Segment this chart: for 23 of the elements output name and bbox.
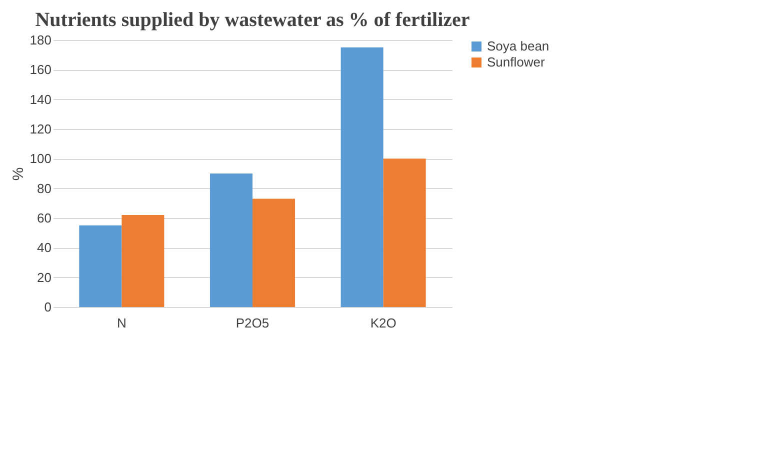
y-tick-label: 40 — [37, 240, 52, 256]
y-tick-label: 80 — [37, 180, 52, 196]
y-tick-label: 20 — [37, 270, 52, 285]
bar — [79, 225, 122, 307]
y-tick-label: 180 — [30, 32, 52, 48]
bar — [340, 47, 384, 307]
x-tick-label: N — [116, 316, 126, 330]
y-axis-title: % — [10, 167, 27, 181]
bar — [383, 158, 426, 307]
x-tick-label: P2O5 — [236, 316, 270, 330]
x-tick-label: K2O — [370, 316, 396, 330]
bar — [122, 215, 164, 307]
bar — [210, 174, 252, 307]
y-tick-label: 100 — [30, 151, 52, 166]
y-tick-label: 120 — [30, 122, 52, 136]
bar — [252, 198, 296, 307]
legend-label: Sunflower — [487, 54, 546, 70]
y-tick-label: 160 — [30, 62, 52, 78]
y-tick-label: 140 — [30, 92, 52, 107]
y-tick-label: 60 — [37, 210, 52, 226]
legend-label: Soya bean — [487, 38, 550, 54]
y-tick-label: 0 — [44, 300, 52, 314]
chart-title: Nutrients supplied by wastewater as % of fertilizer — [35, 9, 470, 31]
